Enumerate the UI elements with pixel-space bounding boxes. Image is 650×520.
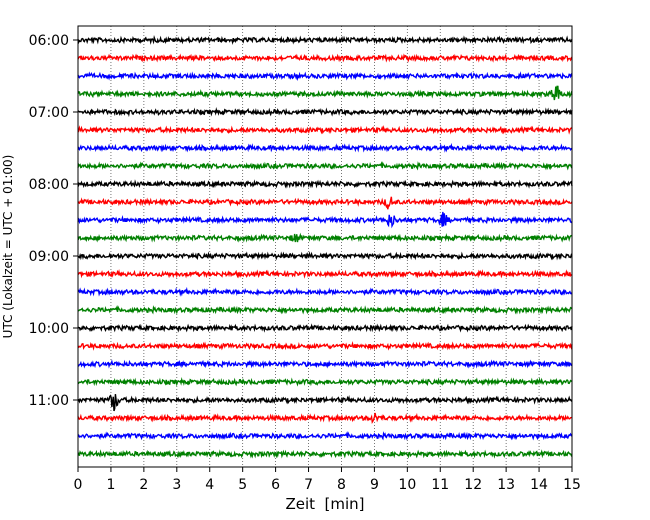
x-tick-label: 8 — [337, 477, 346, 493]
y-tick-label: 09:00 — [29, 249, 69, 265]
x-tick-label: 1 — [106, 477, 115, 493]
trace-1045 — [77, 376, 573, 387]
y-tick-label: 10:00 — [29, 321, 69, 337]
trace-0900 — [77, 251, 573, 261]
trace-1100 — [77, 394, 573, 412]
y-axis-label: UTC (Lokalzeit = UTC + 01:00) — [1, 155, 15, 339]
x-tick-label: 5 — [238, 477, 247, 493]
y-tick-label: 11:00 — [29, 393, 69, 409]
trace-0730 — [77, 142, 573, 153]
trace-1015 — [77, 340, 573, 351]
trace-0630 — [77, 71, 573, 82]
x-tick-label: 11 — [431, 477, 449, 493]
x-tick-label: 10 — [398, 477, 416, 493]
trace-1130 — [77, 431, 573, 441]
x-tick-label: 14 — [530, 477, 548, 493]
trace-0830 — [77, 211, 573, 229]
x-axis-ticks: 0 1 2 3 4 5 6 7 8 9 10 11 12 13 14 15 — [74, 467, 581, 493]
x-axis-label: Zeit [min] — [285, 495, 364, 513]
y-tick-label: 07:00 — [29, 105, 69, 121]
x-tick-label: 7 — [304, 477, 313, 493]
trace-0945 — [77, 305, 573, 315]
x-tick-label: 3 — [172, 477, 181, 493]
x-tick-label: 4 — [205, 477, 214, 493]
y-tick-label: 06:00 — [29, 33, 69, 49]
trace-1000 — [77, 323, 573, 333]
y-tick-label: 08:00 — [29, 177, 69, 193]
x-tick-label: 13 — [497, 477, 515, 493]
trace-0915 — [77, 269, 573, 279]
trace-0715 — [77, 125, 573, 135]
x-tick-label: 2 — [139, 477, 148, 493]
seismic-traces — [77, 35, 573, 459]
trace-0930 — [77, 286, 573, 297]
trace-0845 — [77, 232, 573, 243]
trace-0800 — [77, 179, 573, 189]
trace-0645 — [77, 85, 573, 101]
trace-0745 — [77, 161, 573, 171]
trace-0615 — [77, 53, 573, 63]
trace-1030 — [77, 359, 573, 369]
x-tick-label: 9 — [370, 477, 379, 493]
x-tick-label: 6 — [271, 477, 280, 493]
x-tick-label: 15 — [563, 477, 581, 493]
plot-frame — [77, 25, 573, 468]
x-tick-label: 12 — [464, 477, 482, 493]
trace-1145 — [77, 449, 573, 459]
x-tick-label: 0 — [74, 477, 83, 493]
trace-0600 — [77, 35, 573, 46]
y-axis-ticks: 06:00 07:00 08:00 09:00 10:00 11:00 — [29, 33, 78, 409]
trace-0700 — [77, 106, 573, 118]
trace-0815 — [77, 196, 573, 210]
trace-1115 — [77, 412, 573, 424]
